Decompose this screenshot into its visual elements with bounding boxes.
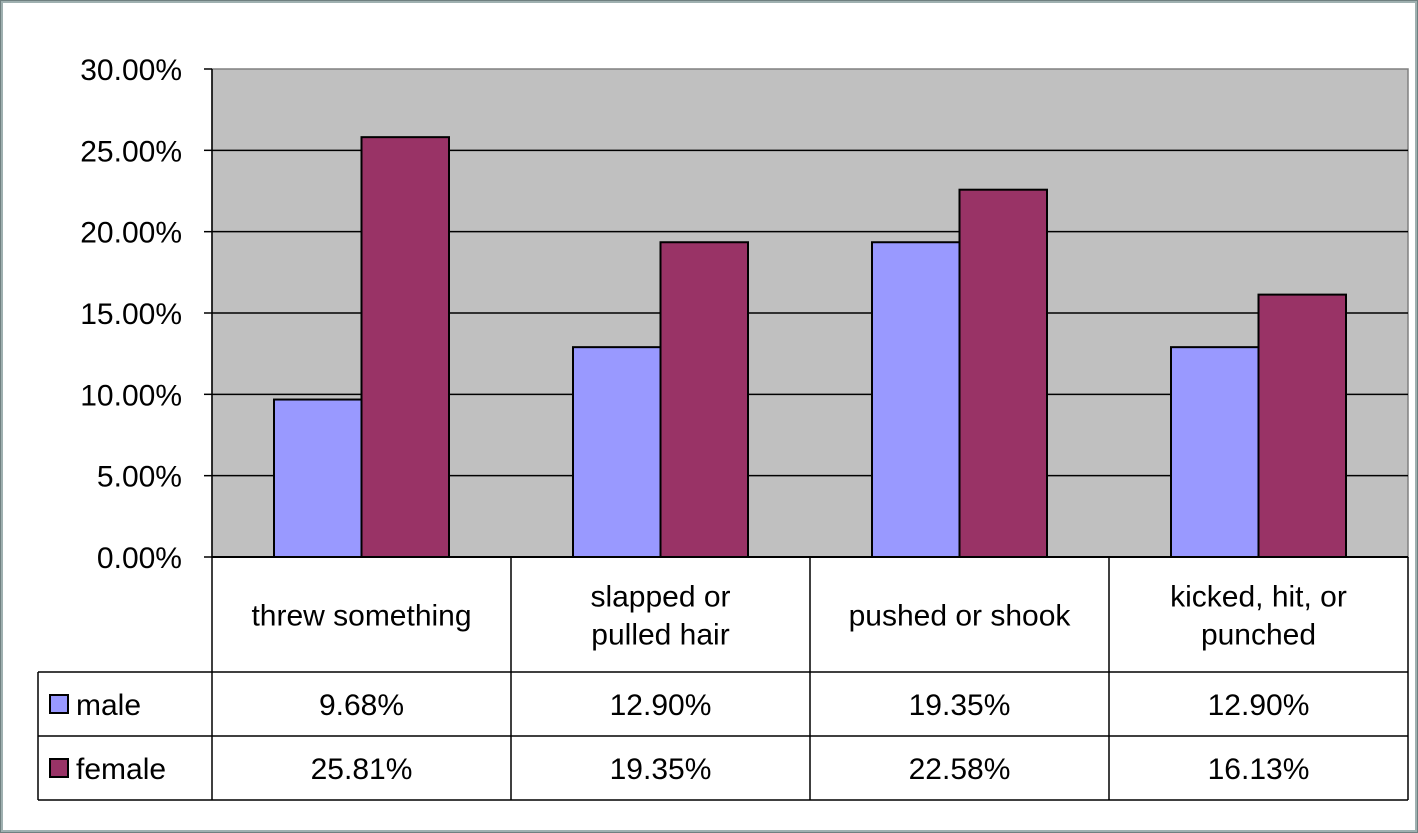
legend-key-male (49, 694, 69, 714)
legend-label-female: female (76, 753, 166, 786)
legend-key-female (49, 758, 69, 778)
data-value-female: 22.58% (909, 753, 1011, 786)
y-tick-label: 0.00% (97, 542, 182, 575)
data-value-female: 19.35% (610, 753, 712, 786)
data-value-male: 9.68% (319, 689, 404, 722)
data-value-male: 12.90% (1208, 689, 1310, 722)
category-label: kicked, hit, or (1170, 581, 1347, 614)
category-label: slapped or (590, 581, 730, 614)
data-value-male: 19.35% (909, 689, 1011, 722)
y-tick-label: 20.00% (80, 217, 182, 250)
bar-male (871, 241, 961, 559)
category-label: threw something (251, 600, 471, 633)
bar-female (360, 136, 450, 558)
bar-male (572, 346, 662, 558)
legend-label-male: male (76, 689, 141, 722)
y-tick-label: 5.00% (97, 461, 182, 494)
data-value-male: 12.90% (610, 689, 712, 722)
y-tick-label: 15.00% (80, 298, 182, 331)
bar-female (659, 241, 749, 559)
category-label: pushed or shook (849, 600, 1072, 633)
y-tick-label: 25.00% (80, 135, 182, 168)
bar-female (1257, 293, 1347, 558)
y-tick-label: 30.00% (80, 54, 182, 87)
bar-male (273, 398, 363, 558)
bar-male (1170, 346, 1260, 558)
y-tick-label: 10.00% (80, 379, 182, 412)
category-label: pulled hair (591, 619, 729, 652)
data-value-female: 25.81% (311, 753, 413, 786)
bar-female (958, 188, 1048, 558)
category-label: punched (1201, 619, 1316, 652)
data-value-female: 16.13% (1208, 753, 1310, 786)
